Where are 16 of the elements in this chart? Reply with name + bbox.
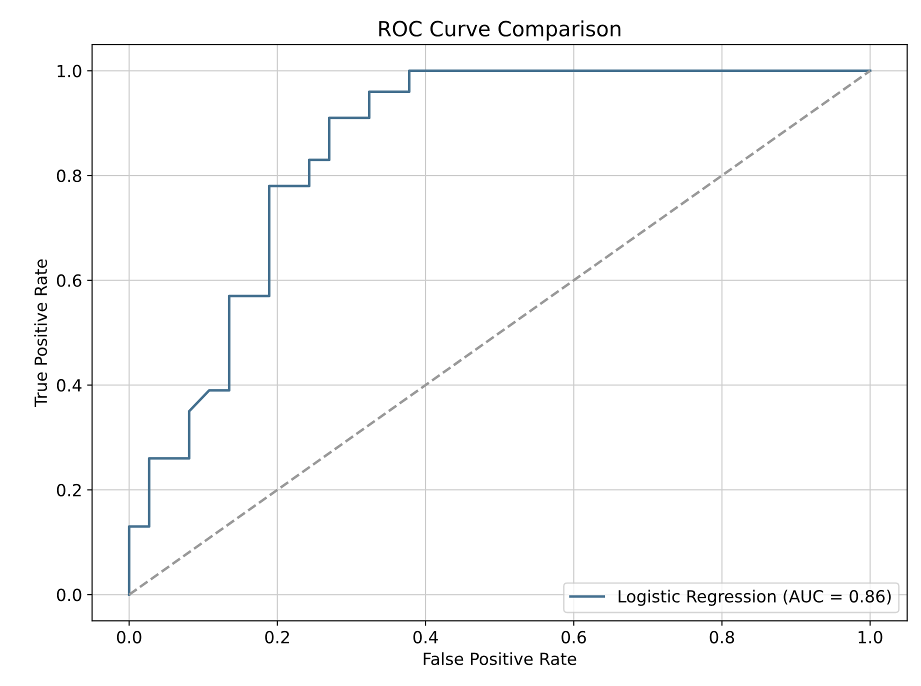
x-tick-label: 1.0 <box>858 630 882 644</box>
x-tick-label: 0.0 <box>116 630 142 644</box>
y-tick-label: 0.4 <box>56 379 82 392</box>
x-tick-label: 0.4 <box>413 630 438 644</box>
x-tick-label: 0.8 <box>710 630 734 644</box>
y-tick-label: 0.8 <box>56 170 82 182</box>
y-tick-label: 0.0 <box>56 588 82 602</box>
legend-label: Logistic Regression (AUC = 0.86) <box>618 590 891 606</box>
x-tick-label: 0.2 <box>265 630 289 644</box>
y-tick-label: 0.6 <box>56 274 82 287</box>
y-tick-label: 1.0 <box>58 64 82 78</box>
chart-title: ROC Curve Comparison <box>379 20 620 41</box>
y-axis-title: True Positive Rate <box>34 259 48 407</box>
x-axis-title: False Positive Rate <box>424 652 576 666</box>
x-tick-label: 0.6 <box>562 630 586 644</box>
y-tick-label: 0.2 <box>56 484 81 496</box>
